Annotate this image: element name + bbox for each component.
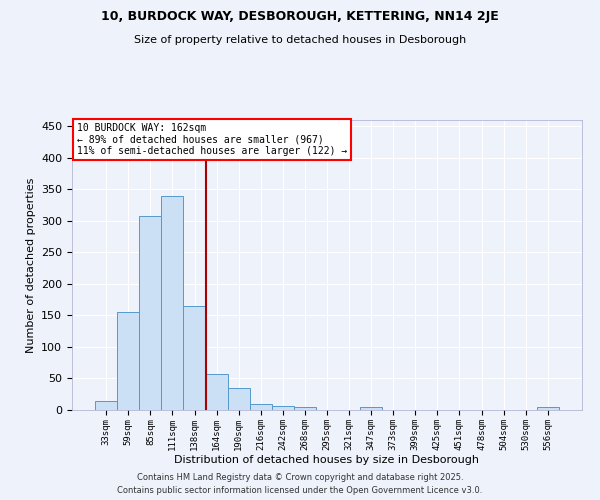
Bar: [250, 404, 272, 410]
Text: 10 BURDOCK WAY: 162sqm
← 89% of detached houses are smaller (967)
11% of semi-de: 10 BURDOCK WAY: 162sqm ← 89% of detached…: [77, 123, 347, 156]
Bar: [161, 196, 184, 410]
Bar: [95, 400, 117, 410]
Bar: [184, 306, 206, 410]
Bar: [206, 374, 227, 410]
Bar: [272, 406, 294, 410]
X-axis label: Distribution of detached houses by size in Desborough: Distribution of detached houses by size …: [175, 456, 479, 466]
Bar: [360, 408, 382, 410]
Bar: [227, 388, 250, 410]
Bar: [537, 408, 559, 410]
Bar: [117, 312, 139, 410]
Y-axis label: Number of detached properties: Number of detached properties: [26, 178, 35, 352]
Text: Contains HM Land Registry data © Crown copyright and database right 2025.: Contains HM Land Registry data © Crown c…: [137, 474, 463, 482]
Text: Size of property relative to detached houses in Desborough: Size of property relative to detached ho…: [134, 35, 466, 45]
Text: Contains public sector information licensed under the Open Government Licence v3: Contains public sector information licen…: [118, 486, 482, 495]
Bar: [294, 408, 316, 410]
Bar: [139, 216, 161, 410]
Text: 10, BURDOCK WAY, DESBOROUGH, KETTERING, NN14 2JE: 10, BURDOCK WAY, DESBOROUGH, KETTERING, …: [101, 10, 499, 23]
